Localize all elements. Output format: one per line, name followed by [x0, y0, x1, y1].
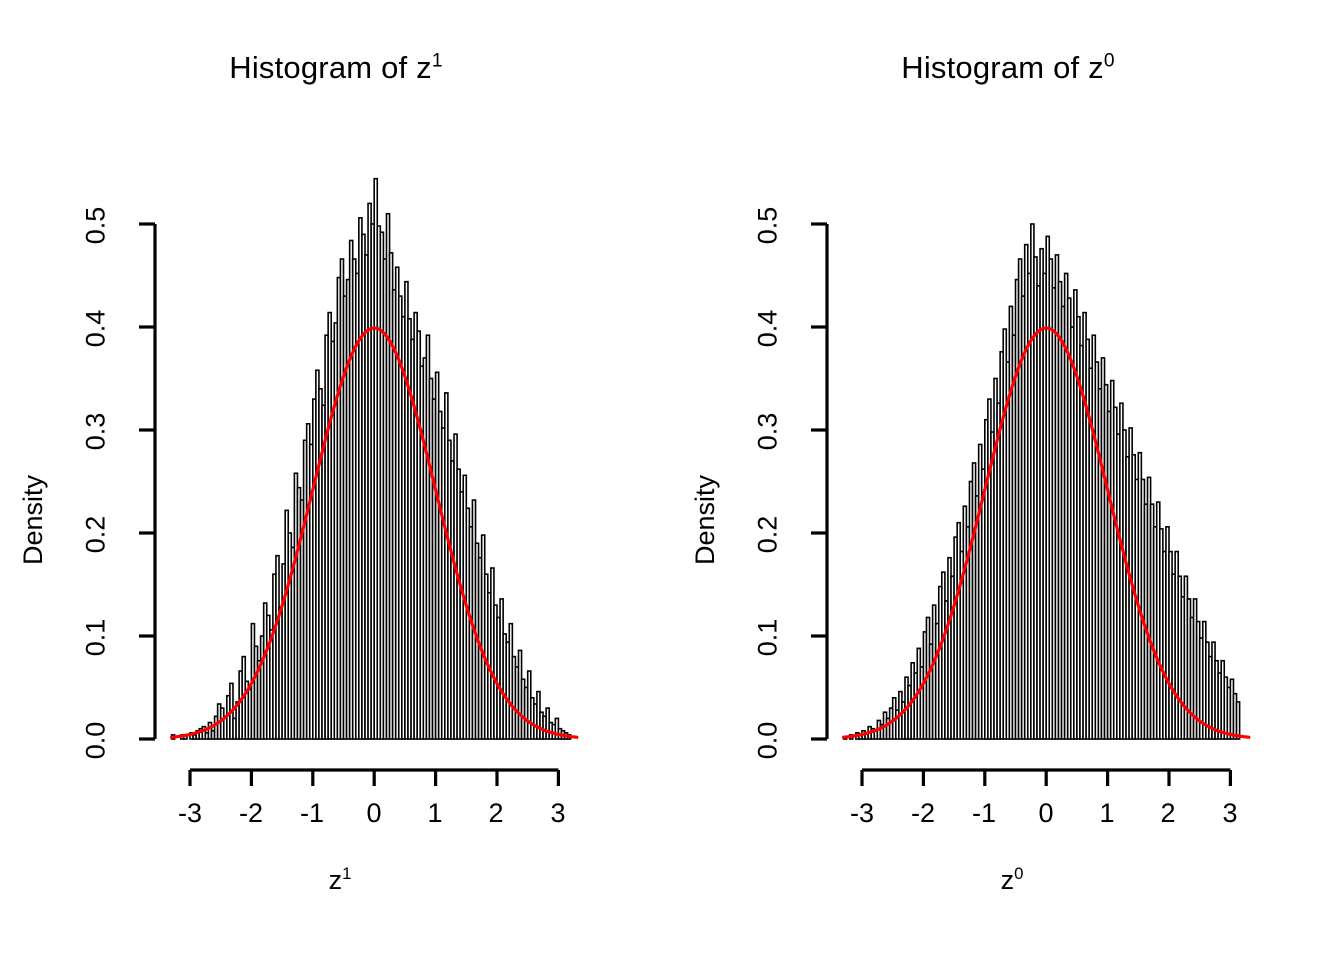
plot-area-right — [811, 222, 1251, 786]
x-tick-label-right-6: 3 — [1222, 798, 1238, 828]
histogram-panel-right: Histogram of z0 Density z0 0.0 0.1 0.2 0… — [672, 0, 1344, 960]
x-tick-label-right-0: -3 — [849, 798, 874, 828]
x-axis-label-left: z1 — [310, 865, 370, 896]
x-tick-label-right-5: 2 — [1160, 798, 1176, 828]
x-axis-label-left-superscript: 1 — [342, 864, 352, 883]
y-axis — [811, 222, 829, 741]
panel-title-left: Histogram of z1 — [0, 50, 672, 86]
x-tick-label-right-2: -1 — [971, 798, 996, 828]
x-tick-label-right-1: -2 — [910, 798, 935, 828]
x-tick-label-left-6: 3 — [550, 798, 566, 828]
x-tick-label-left-2: -1 — [299, 798, 324, 828]
histogram-bar — [1235, 701, 1241, 740]
panel-title-right: Histogram of z0 — [672, 50, 1344, 86]
x-tick-label-left-1: -2 — [238, 798, 263, 828]
x-tick-label-left-5: 2 — [488, 798, 504, 828]
x-axis-label-left-text: z — [328, 865, 343, 895]
panel-title-left-superscript: 1 — [431, 50, 443, 72]
y-axis — [139, 222, 157, 741]
x-axis-label-right-superscript: 0 — [1014, 864, 1024, 883]
x-tick-label-left-0: -3 — [177, 798, 202, 828]
x-tick-label-right-3: 0 — [1038, 798, 1054, 828]
x-axis-label-right-text: z — [1000, 865, 1015, 895]
histogram-bars — [842, 223, 1241, 740]
panel-title-right-text: Histogram of z — [901, 50, 1104, 85]
x-tick-label-left-4: 1 — [427, 798, 443, 828]
normal-density-curve — [841, 326, 1251, 739]
x-axis — [188, 768, 561, 786]
histogram-panel-left: Histogram of z1 Density z1 0.0 0.1 0.2 0… — [0, 50, 672, 896]
x-tick-label-left-3: 0 — [366, 798, 382, 828]
x-axis — [860, 768, 1233, 786]
panel-title-left-text: Histogram of z — [229, 50, 432, 85]
histogram-bars — [170, 177, 572, 740]
normal-density-curve — [169, 326, 579, 739]
panel-title-right-superscript: 0 — [1103, 50, 1115, 72]
plot-area-left — [139, 177, 579, 786]
x-tick-label-right-4: 1 — [1099, 798, 1115, 828]
x-axis-label-right: z0 — [982, 865, 1042, 896]
